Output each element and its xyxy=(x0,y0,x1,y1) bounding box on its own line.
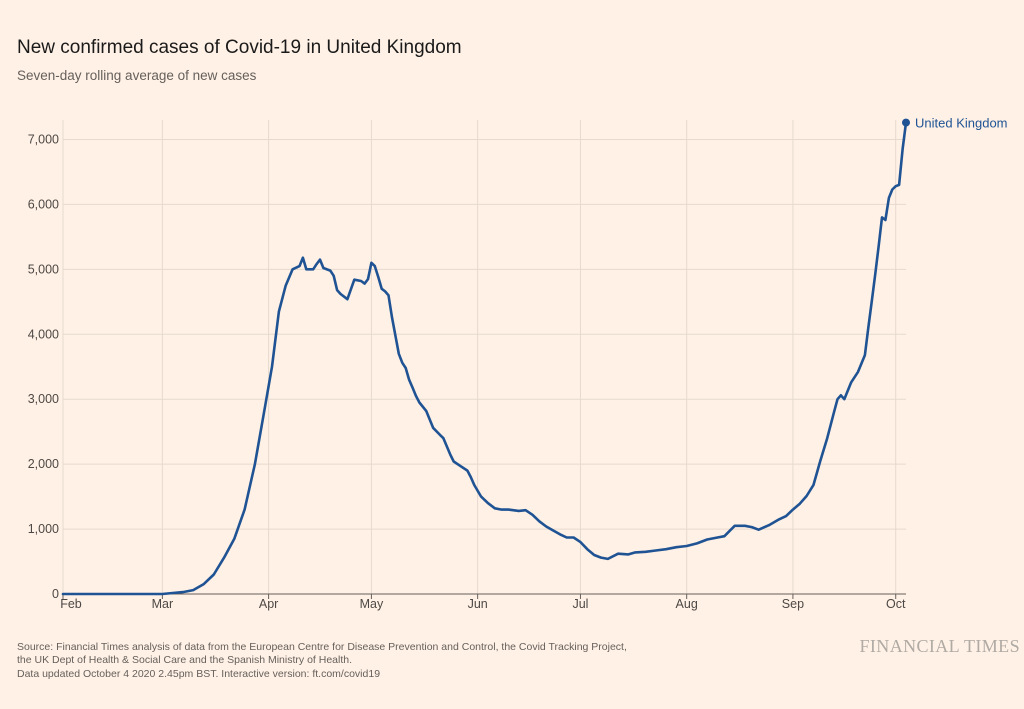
y-tick-label: 6,000 xyxy=(28,197,59,211)
y-tick-label: 5,000 xyxy=(28,262,59,276)
y-tick-label: 4,000 xyxy=(28,327,59,341)
axes: 0 1,000 2,000 3,000 4,000 5,000 6,000 7,000 Feb M… xyxy=(28,132,906,611)
x-tick-label: Jul xyxy=(572,597,588,611)
chart-subtitle: Seven-day rolling average of new cases xyxy=(17,68,257,83)
x-tick-label: May xyxy=(360,597,384,611)
series-group: United Kingdom xyxy=(61,116,1008,596)
y-tick-label: 3,000 xyxy=(28,392,59,406)
source-line-3: Data updated October 4 2020 2.45pm BST. … xyxy=(17,667,381,680)
x-tick-label: Mar xyxy=(152,597,174,611)
source-note: Source: Financial Times analysis of data… xyxy=(17,641,627,681)
source-line-2: the UK Dept of Health & Social Care and … xyxy=(17,654,353,667)
series-label-united-kingdom: United Kingdom xyxy=(915,116,1008,131)
financial-times-logo: FINANCIAL TIMES xyxy=(859,636,1020,656)
x-tick-label: Jun xyxy=(468,597,488,611)
gridlines xyxy=(62,120,906,594)
y-tick-label: 0 xyxy=(52,587,59,601)
x-tick-label: Sep xyxy=(782,597,804,611)
y-tick-label: 7,000 xyxy=(28,132,59,146)
x-tick-label: Apr xyxy=(259,597,278,611)
y-tick-label: 1,000 xyxy=(28,522,59,536)
source-line-1: Source: Financial Times analysis of data… xyxy=(17,641,627,653)
x-tick-label: Aug xyxy=(676,597,698,611)
series-endpoint-marker xyxy=(902,118,910,127)
chart-title: New confirmed cases of Covid-19 in Unite… xyxy=(17,37,462,58)
x-tick-label: Oct xyxy=(886,597,906,611)
x-tick-label: Feb xyxy=(60,597,82,611)
y-tick-label: 2,000 xyxy=(28,457,59,471)
series-line-united-kingdom xyxy=(61,121,908,596)
